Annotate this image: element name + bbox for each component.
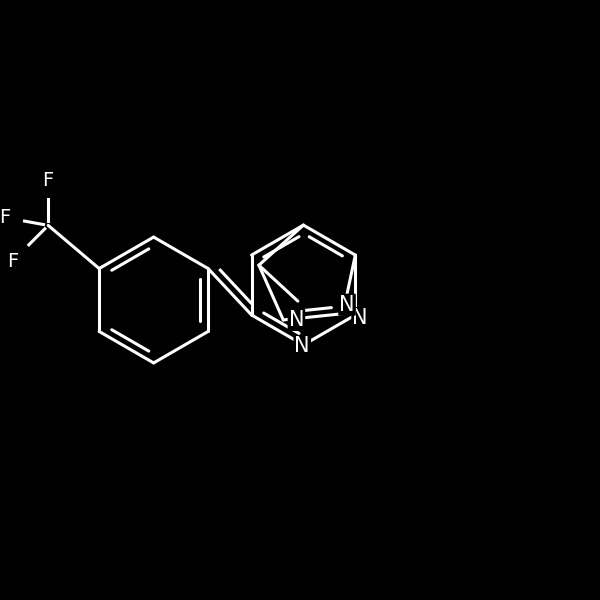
Text: N: N — [352, 308, 368, 328]
Text: F: F — [43, 171, 54, 190]
Text: N: N — [295, 336, 310, 356]
Text: F: F — [7, 252, 18, 271]
Text: F: F — [0, 208, 11, 227]
Text: N: N — [289, 310, 304, 330]
Text: N: N — [339, 295, 355, 314]
